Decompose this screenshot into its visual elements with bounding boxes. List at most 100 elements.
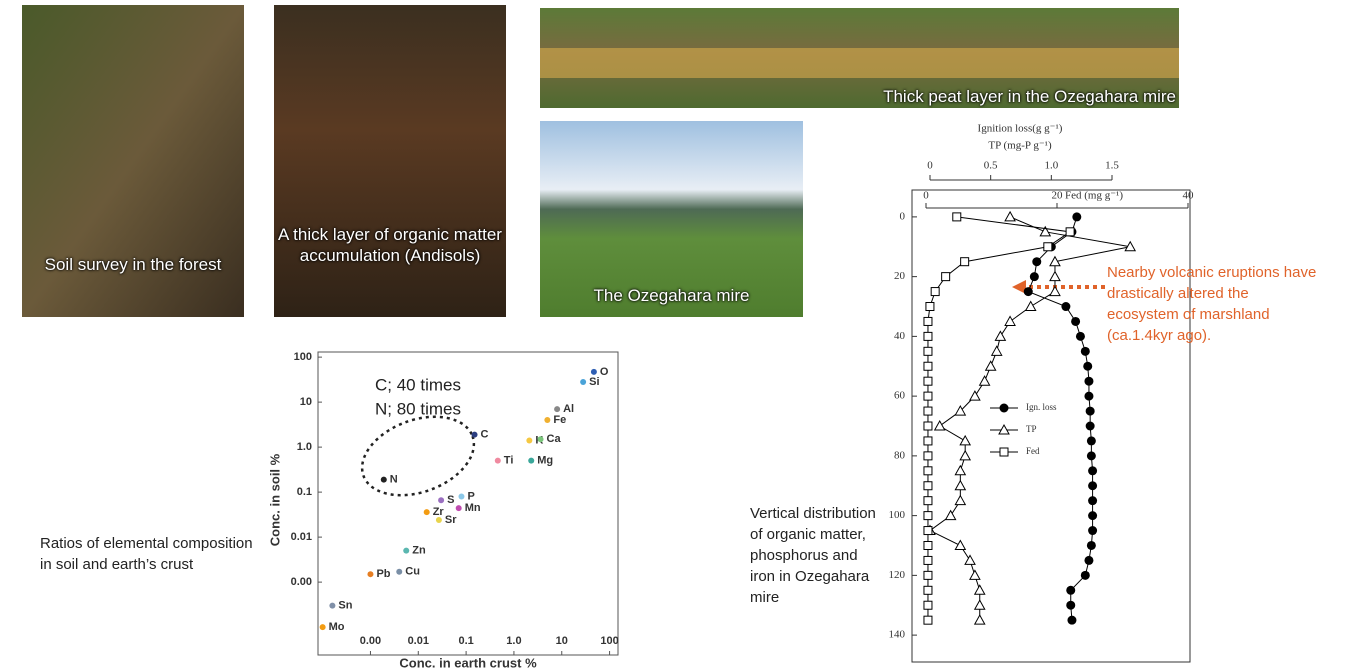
annotation: Nearby volcanic eruptions have drastical… <box>1107 262 1317 346</box>
photo-caption: The Ozegahara mire <box>540 285 803 306</box>
marker <box>1087 436 1096 445</box>
y-tick-label: 100 <box>294 351 312 363</box>
y-tick-label: 0 <box>900 210 906 222</box>
y-tick-label: 0.1 <box>297 486 312 498</box>
marker <box>1050 287 1060 296</box>
point-label: Ti <box>504 455 514 467</box>
marker <box>1086 422 1095 431</box>
x-tick-label: 1.5 <box>1105 160 1119 172</box>
point <box>396 569 402 575</box>
marker <box>1066 228 1074 236</box>
x-tick-label: 0.1 <box>458 635 473 647</box>
marker <box>924 527 932 535</box>
marker <box>1083 362 1092 371</box>
marker <box>924 347 932 355</box>
marker <box>965 555 975 564</box>
marker <box>1081 571 1090 580</box>
point <box>528 458 534 464</box>
marker <box>955 466 965 475</box>
marker <box>1088 496 1097 505</box>
annotation: N; 80 times <box>375 399 461 418</box>
marker <box>924 362 932 370</box>
marker <box>995 331 1005 340</box>
point <box>438 497 444 503</box>
x2-tick-label: 0 <box>923 190 929 202</box>
marker <box>924 317 932 325</box>
marker <box>1024 287 1033 296</box>
x-tick-label: 0.5 <box>984 160 998 172</box>
annotation: C; 40 times <box>375 375 461 394</box>
plot-frame <box>912 190 1190 662</box>
marker <box>1088 466 1097 475</box>
legend-marker <box>1000 404 1009 413</box>
marker <box>975 615 985 624</box>
point <box>554 406 560 412</box>
point <box>367 571 373 577</box>
marker <box>1044 243 1052 251</box>
marker <box>924 467 932 475</box>
marker <box>1026 302 1036 311</box>
marker <box>953 213 961 221</box>
point <box>329 603 335 609</box>
marker <box>955 540 965 549</box>
marker <box>924 601 932 609</box>
figure-caption: Vertical distribution of organic matter,… <box>750 503 878 608</box>
x-tick-label: 1.0 <box>1044 160 1058 172</box>
point <box>320 624 326 630</box>
point-label: Ca <box>547 433 562 445</box>
point <box>381 477 387 483</box>
y-tick-label: 120 <box>889 569 906 581</box>
marker <box>1084 392 1093 401</box>
photo-caption: Soil survey in the forest <box>22 254 244 275</box>
marker <box>1087 451 1096 460</box>
y-tick-label: 10 <box>300 396 312 408</box>
point-label: Mo <box>329 621 345 633</box>
page: Conc. in earth crust % Conc. in soil % C… <box>0 0 1369 671</box>
marker <box>1066 586 1075 595</box>
point-label: Mg <box>537 455 553 467</box>
x-tick-label: 0 <box>927 160 933 172</box>
marker <box>1084 556 1093 565</box>
marker <box>942 273 950 281</box>
marker <box>946 511 956 520</box>
ruler <box>540 48 1179 78</box>
figure-caption: Ratios of elemental composition in soil … <box>40 533 260 575</box>
y-tick-label: 100 <box>889 509 906 521</box>
point <box>538 436 544 442</box>
point-label: O <box>600 366 609 378</box>
photo-caption: Thick peat layer in the Ozegahara mire <box>780 86 1176 107</box>
y-tick-label: 60 <box>894 390 906 402</box>
marker <box>1050 272 1060 281</box>
marker <box>986 361 996 370</box>
point <box>495 458 501 464</box>
marker <box>924 541 932 549</box>
point-label: Cu <box>405 566 420 578</box>
marker <box>924 482 932 490</box>
marker <box>970 570 980 579</box>
marker <box>955 496 965 505</box>
marker <box>960 436 970 445</box>
marker <box>1087 541 1096 550</box>
legend-label: Fed <box>1026 446 1040 456</box>
marker <box>924 497 932 505</box>
point <box>472 432 478 438</box>
y-tick-label: 20 <box>894 270 906 282</box>
marker <box>975 600 985 609</box>
x-axis-title: Conc. in earth crust % <box>399 655 537 670</box>
photo-caption: A thick layer of organic matter accumula… <box>274 224 506 266</box>
marker <box>1030 272 1039 281</box>
point-label: S <box>447 494 454 506</box>
marker <box>960 451 970 460</box>
photo <box>274 5 506 317</box>
marker <box>924 452 932 460</box>
marker <box>924 586 932 594</box>
marker <box>931 288 939 296</box>
x-axis-title: Ignition loss(g g⁻¹) <box>978 123 1063 135</box>
point-label: Zr <box>433 506 445 518</box>
marker <box>924 437 932 445</box>
point <box>403 548 409 554</box>
y-tick-label: 0.00 <box>291 576 312 588</box>
marker <box>970 391 980 400</box>
marker <box>924 332 932 340</box>
marker <box>955 481 965 490</box>
